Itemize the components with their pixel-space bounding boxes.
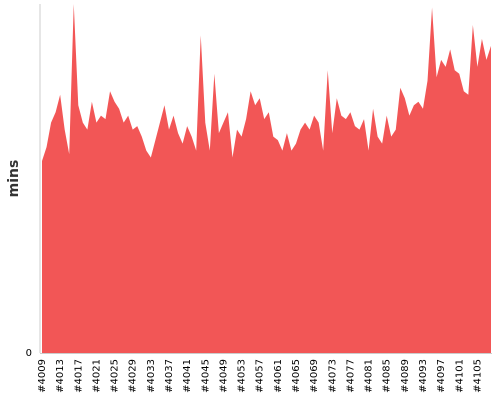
x-tick-label: #4025 (110, 359, 121, 393)
y-axis-label: mins (6, 160, 22, 198)
y-tick-label: 0 (26, 348, 32, 359)
y-axis-ticks: 0 (26, 348, 32, 359)
x-tick-label: #4073 (327, 359, 338, 393)
x-tick-label: #4085 (382, 359, 393, 393)
plot-area (42, 4, 491, 353)
series-area (42, 4, 491, 353)
x-tick-label: #4009 (37, 359, 48, 393)
x-axis-ticks: #4009 #4013 #4017 #4021 #4025 #4029 #4033 #4037… (37, 359, 483, 393)
x-tick-label: #4069 (309, 359, 320, 393)
x-tick-label: #4077 (345, 359, 356, 393)
x-tick-label: #4101 (454, 359, 465, 393)
x-tick-label: #4053 (237, 359, 248, 393)
x-tick-label: #4065 (291, 359, 302, 393)
x-tick-label: #4057 (255, 359, 266, 393)
x-tick-label: #4021 (91, 359, 102, 393)
x-tick-label: #4045 (200, 359, 211, 393)
x-tick-label: #4089 (400, 359, 411, 393)
x-tick-label: #4033 (146, 359, 157, 393)
x-tick-label: #4037 (164, 359, 175, 393)
x-tick-label: #4081 (364, 359, 375, 393)
x-tick-label: #4105 (472, 359, 483, 393)
x-tick-label: #4049 (218, 359, 229, 393)
x-tick-label: #4017 (73, 359, 84, 393)
x-tick-label: #4097 (436, 359, 447, 393)
x-tick-label: #4013 (55, 359, 66, 393)
x-tick-label: #4061 (273, 359, 284, 393)
x-tick-label: #4029 (128, 359, 139, 393)
x-tick-label: #4093 (418, 359, 429, 393)
x-tick-label: #4041 (182, 359, 193, 393)
